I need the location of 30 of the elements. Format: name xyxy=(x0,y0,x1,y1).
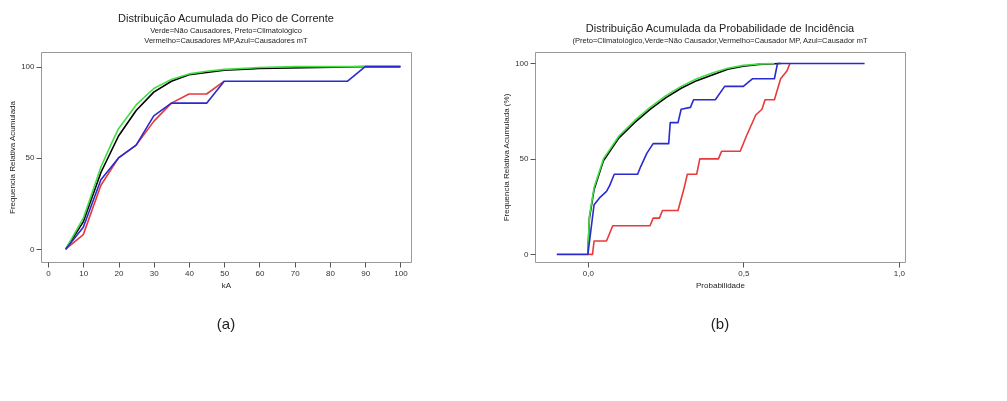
y-axis-title: Frequencia Relativa Acumulada xyxy=(8,100,18,214)
y-axis-title: Frequencia Relativa Acumulada (%) xyxy=(502,93,512,222)
chart-title: Distribuição Acumulada da Probabilidade de Incidência xyxy=(585,21,856,34)
text: (a) xyxy=(216,315,236,332)
x-tick-label: 0,0 xyxy=(582,268,595,278)
y-tick-label: 100 xyxy=(21,62,36,72)
chart-title: Distribuição Acumulada do Pico de Corrente xyxy=(118,12,334,24)
text: (b) xyxy=(710,315,730,332)
line-series xyxy=(555,62,866,256)
x-tick-label: 1,0 xyxy=(893,268,906,278)
x-tick-label: 80 xyxy=(326,268,336,278)
x-tick-label: 40 xyxy=(185,268,195,278)
y-tick-label: 50 xyxy=(25,153,36,163)
x-tick-label: 90 xyxy=(361,268,371,278)
x-tick-label: 60 xyxy=(255,268,265,278)
x-axis-title: Probabilidade xyxy=(696,280,746,290)
y-tick-label: 100 xyxy=(515,58,530,68)
x-tick-label: 10 xyxy=(79,268,89,278)
x-tick-label: 0,5 xyxy=(738,268,750,278)
y-tick-label: 0 xyxy=(30,244,36,254)
x-tick-label: 0 xyxy=(46,268,52,278)
x-tick-label: 100 xyxy=(394,268,409,278)
y-tick-label: 50 xyxy=(519,154,530,164)
line-series xyxy=(64,80,226,251)
x-tick-label: 20 xyxy=(114,268,125,278)
x-axis-title: kA xyxy=(221,280,232,290)
x-tick-label: 30 xyxy=(149,268,160,278)
y-tick-label: 0 xyxy=(524,249,530,259)
x-tick-label: 50 xyxy=(220,268,230,278)
x-tick-label: 70 xyxy=(290,268,301,278)
